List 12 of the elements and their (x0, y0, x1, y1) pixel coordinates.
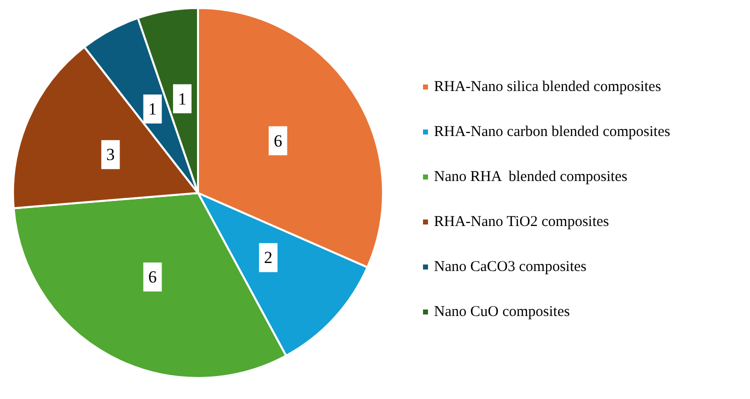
legend-label: Nano CuO composites (434, 304, 570, 320)
data-label: 1 (178, 89, 187, 108)
legend-label: RHA-Nano TiO2 composites (434, 214, 610, 230)
legend-label: RHA-Nano carbon blended composites (434, 124, 670, 140)
legend-label: Nano CaCO3 composites (434, 259, 587, 275)
data-label: 6 (148, 267, 157, 286)
data-label: 3 (106, 145, 115, 164)
data-label: 6 (274, 131, 282, 150)
data-label: 2 (264, 248, 273, 268)
legend-label: RHA-Nano silica blended composites (434, 79, 662, 95)
legend-label: Nano RHA blended composites (434, 169, 628, 185)
data-label: 1 (148, 100, 157, 119)
